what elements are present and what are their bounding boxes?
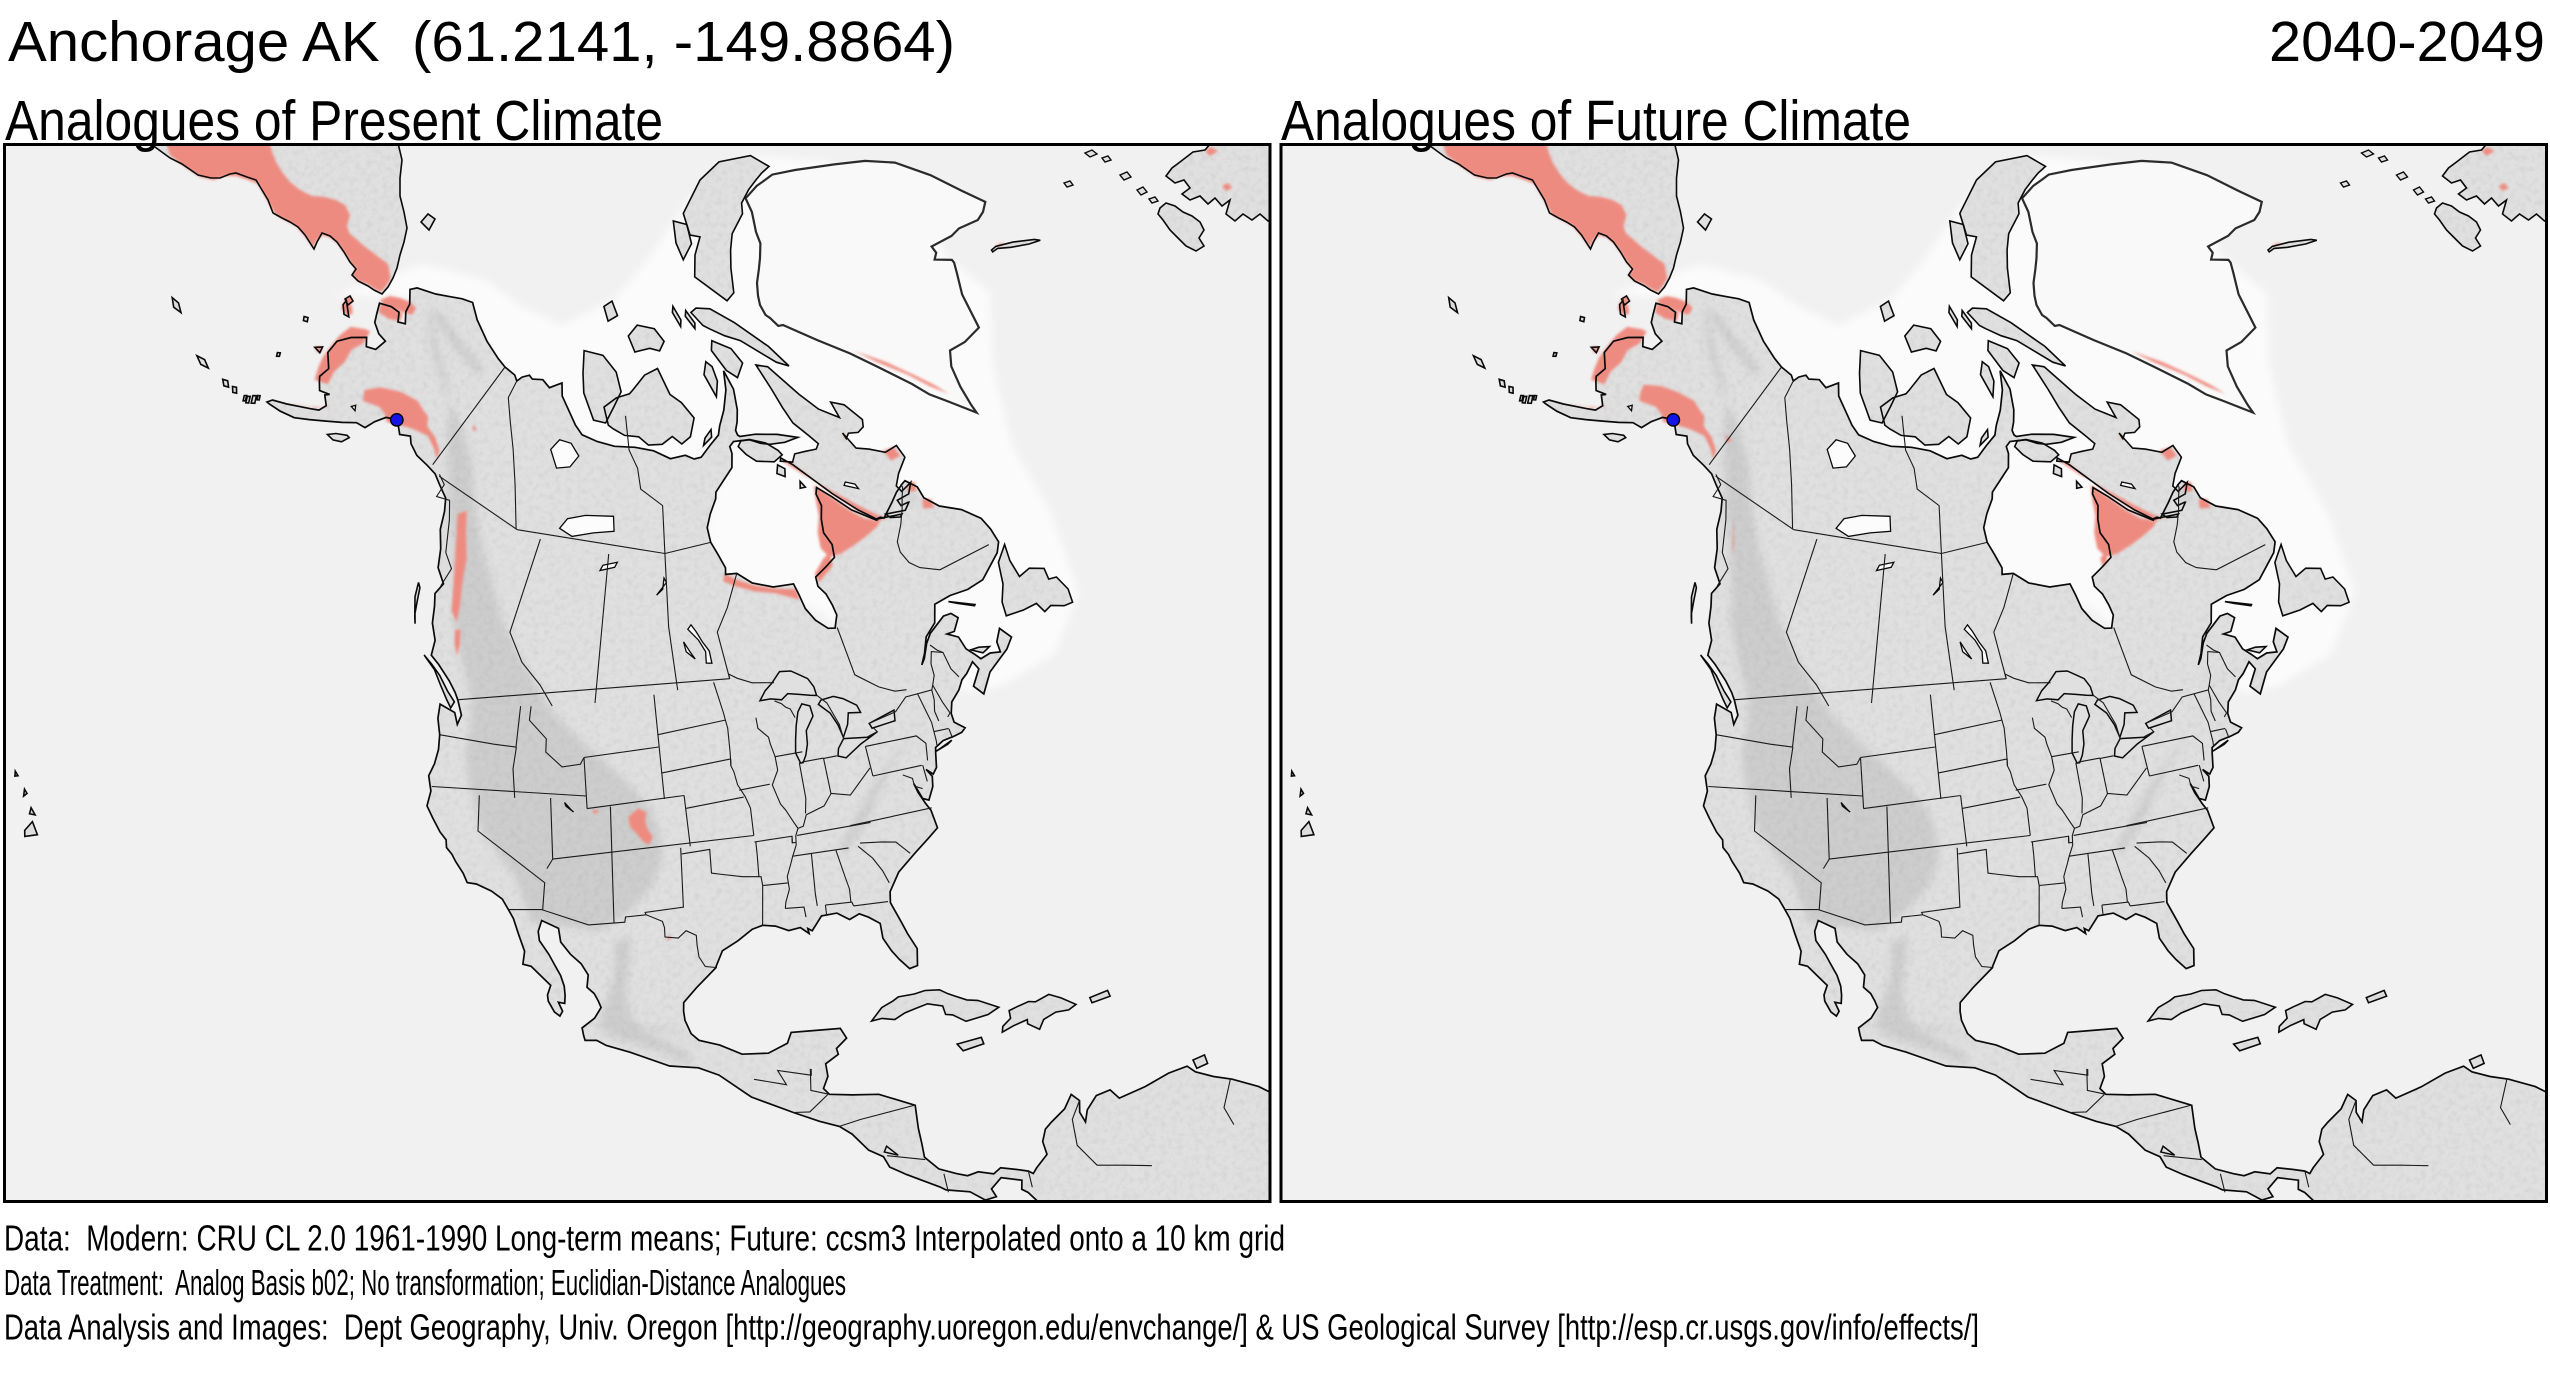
svg-text:Data: Modern: CRU CL 2.0 1961: Data: Modern: CRU CL 2.0 1961-1990 Long-…: [4, 1218, 1285, 1259]
svg-text:Data Treatment: Analog Basis: Data Treatment: Analog Basis b02; No tra…: [4, 1262, 846, 1303]
svg-text:Data Analysis and Images: Dep: Data Analysis and Images: Dept Geography…: [4, 1307, 1979, 1348]
svg-text:Analogues of Present Climate: Analogues of Present Climate: [5, 89, 663, 153]
svg-text:2040-2049: 2040-2049: [2269, 10, 2545, 74]
svg-text:Analogues of Future Climate: Analogues of Future Climate: [1281, 89, 1911, 153]
svg-text:Anchorage AK (61.2141, -149.8: Anchorage AK (61.2141, -149.8864): [8, 10, 955, 74]
